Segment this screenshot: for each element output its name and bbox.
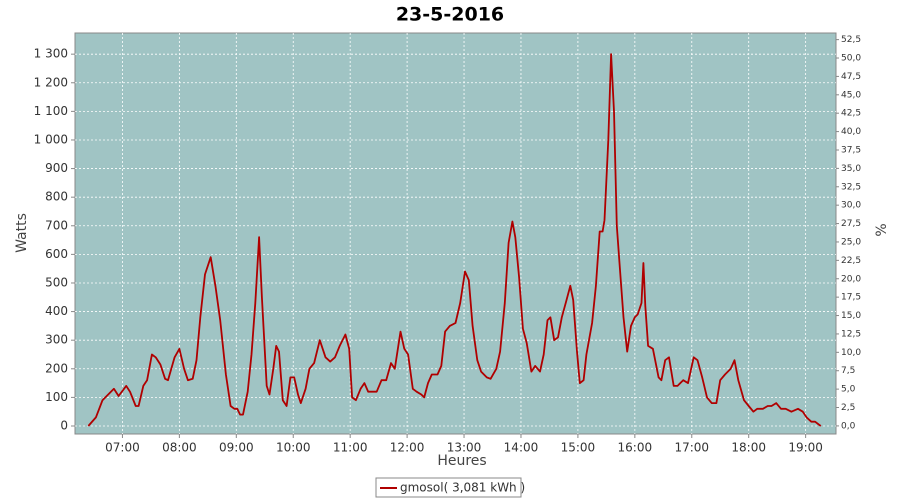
y2-axis-label: % [874,223,890,236]
x-axis-label: Heures [437,453,486,469]
y2-tick-label: 30,0 [841,201,861,211]
y2-tick-label: 42,5 [841,109,861,119]
y2-tick-label: 37,5 [841,145,861,155]
y-axis-label: Watts [14,213,30,253]
x-tick-label: 07:00 [105,441,140,455]
y2-tick-label: 0,0 [841,421,856,431]
y2-tick-label: 17,5 [841,293,861,303]
y-tick-label: 400 [45,304,68,318]
y2-tick-label: 45,0 [841,90,861,100]
chart-title: 23-5-2016 [396,4,504,26]
x-tick-label: 14:00 [504,441,539,455]
y-tick-label: 100 [45,390,68,404]
y-tick-label: 600 [45,247,68,261]
y-tick-label: 500 [45,275,68,289]
y-tick-label: 1 200 [34,75,68,89]
y-tick-label: 300 [45,333,68,347]
legend-box [375,477,522,498]
y2-tick-label: 52,5 [841,35,861,45]
y2-tick-label: 35,0 [841,164,861,174]
y2-tick-label: 15,0 [841,311,861,321]
x-tick-label: 18:00 [731,441,766,455]
y-tick-label: 900 [45,161,68,175]
y2-tick-label: 27,5 [841,219,861,229]
x-tick-label: 19:00 [788,441,823,455]
y2-tick-label: 47,5 [841,72,861,82]
legend-label: gmosol( 3,081 kWh ) [400,481,525,495]
x-tick-label: 10:00 [276,441,311,455]
data-line [87,53,822,427]
x-tick-label: 17:00 [674,441,709,455]
y2-tick-label: 2,5 [841,403,855,413]
y-tick-label: 700 [45,218,68,232]
x-tick-label: 16:00 [618,441,653,455]
y-tick-label: 0 [60,418,68,432]
y2-tick-label: 40,0 [841,127,861,137]
y-tick-label: 1 000 [34,132,68,146]
y2-tick-label: 10,0 [841,348,861,358]
x-tick-label: 15:00 [561,441,596,455]
y2-tick-label: 12,5 [841,329,861,339]
x-tick-label: 08:00 [162,441,197,455]
legend: gmosol( 3,081 kWh ) [375,477,525,498]
y2-tick-label: 25,0 [841,237,861,247]
y2-tick-label: 22,5 [841,256,861,266]
x-tick-label: 13:00 [447,441,482,455]
plot-area [74,32,837,435]
y2-tick-label: 32,5 [841,182,861,192]
y-tick-label: 800 [45,190,68,204]
x-tick-label: 09:00 [219,441,254,455]
y2-tick-label: 20,0 [841,274,861,284]
y-tick-label: 200 [45,361,68,375]
x-tick-label: 11:00 [333,441,368,455]
y-tick-label: 1 100 [34,104,68,118]
y2-tick-label: 5,0 [841,385,856,395]
y-tick-label: 1 300 [34,47,68,61]
y2-tick-label: 50,0 [841,54,861,64]
y2-tick-label: 7,5 [841,366,855,376]
x-tick-label: 12:00 [390,441,425,455]
